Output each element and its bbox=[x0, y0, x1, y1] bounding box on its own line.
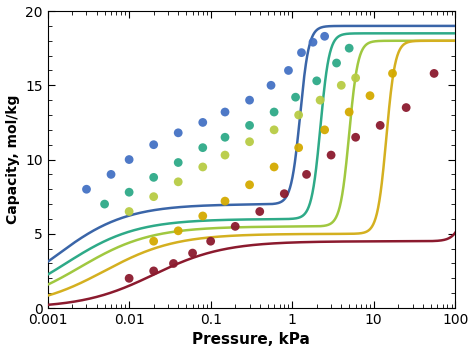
Point bbox=[221, 198, 229, 204]
Point bbox=[199, 145, 207, 150]
Point bbox=[267, 83, 275, 88]
Point bbox=[295, 112, 302, 118]
Point bbox=[246, 139, 254, 144]
Point bbox=[125, 209, 133, 214]
Point bbox=[199, 120, 207, 125]
Point bbox=[199, 164, 207, 170]
Point bbox=[125, 157, 133, 162]
Point bbox=[150, 238, 157, 244]
Point bbox=[256, 209, 264, 214]
Point bbox=[221, 109, 229, 115]
Point bbox=[270, 164, 278, 170]
Point bbox=[174, 228, 182, 234]
Point bbox=[246, 122, 254, 128]
Point bbox=[321, 34, 328, 39]
Point bbox=[207, 238, 214, 244]
Point bbox=[313, 78, 320, 84]
Point bbox=[292, 94, 300, 100]
Point bbox=[231, 223, 239, 229]
Point bbox=[107, 172, 115, 177]
Point bbox=[150, 268, 157, 274]
Point bbox=[246, 182, 254, 187]
Point bbox=[337, 83, 345, 88]
Point bbox=[170, 261, 177, 266]
Point bbox=[270, 127, 278, 133]
Point bbox=[150, 194, 157, 199]
Point bbox=[309, 40, 317, 45]
X-axis label: Pressure, kPa: Pressure, kPa bbox=[192, 333, 310, 347]
Point bbox=[321, 127, 328, 133]
Point bbox=[352, 75, 359, 81]
Point bbox=[101, 201, 109, 207]
Point bbox=[303, 172, 310, 177]
Point bbox=[150, 174, 157, 180]
Point bbox=[150, 142, 157, 148]
Point bbox=[189, 250, 196, 256]
Y-axis label: Capacity, mol/kg: Capacity, mol/kg bbox=[6, 95, 19, 224]
Point bbox=[246, 97, 254, 103]
Point bbox=[346, 45, 353, 51]
Point bbox=[389, 71, 396, 76]
Point bbox=[199, 213, 207, 219]
Point bbox=[281, 191, 288, 197]
Point bbox=[174, 130, 182, 136]
Point bbox=[295, 145, 302, 150]
Point bbox=[270, 109, 278, 115]
Point bbox=[82, 186, 90, 192]
Point bbox=[346, 109, 353, 115]
Point bbox=[402, 105, 410, 110]
Point bbox=[333, 60, 340, 66]
Point bbox=[125, 190, 133, 195]
Point bbox=[430, 71, 438, 76]
Point bbox=[174, 179, 182, 185]
Point bbox=[366, 93, 374, 98]
Point bbox=[316, 97, 324, 103]
Point bbox=[376, 122, 384, 128]
Point bbox=[174, 160, 182, 165]
Point bbox=[285, 68, 292, 73]
Point bbox=[125, 275, 133, 281]
Point bbox=[298, 50, 305, 55]
Point bbox=[221, 134, 229, 140]
Point bbox=[221, 152, 229, 158]
Point bbox=[328, 152, 335, 158]
Point bbox=[352, 134, 359, 140]
